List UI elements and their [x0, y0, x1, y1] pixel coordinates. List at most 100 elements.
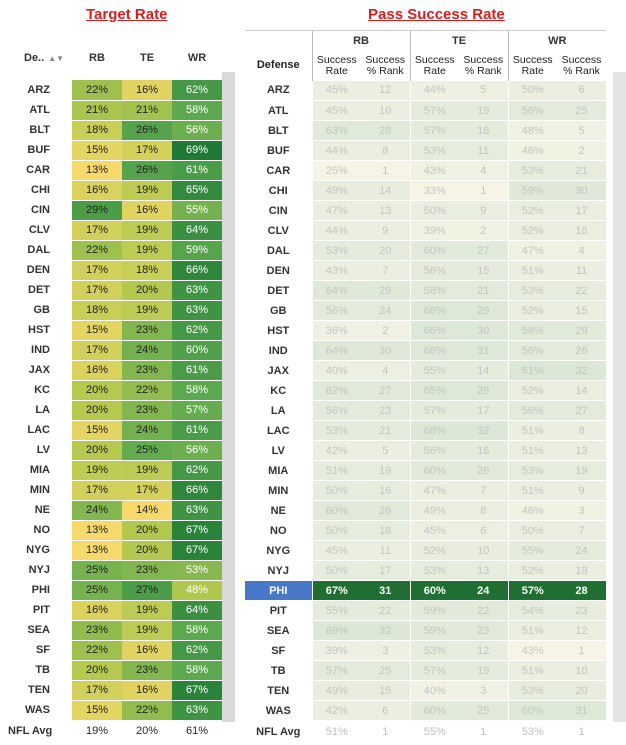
team-cell: DAL	[8, 240, 72, 261]
value-cell: 19%	[122, 600, 172, 621]
success-rank-cell: 4	[361, 360, 411, 381]
table-row: DET 17% 20% 63%	[8, 280, 222, 301]
success-rate-cell: 63%	[311, 120, 361, 141]
success-rank-cell: 23	[361, 400, 411, 421]
success-rank-cell: 12	[361, 80, 411, 101]
success-rank-cell: 32	[361, 620, 411, 641]
success-rate-cell: 49%	[311, 180, 361, 201]
value-cell: 17%	[122, 140, 172, 161]
table-row: SEA 23% 19% 58%	[8, 620, 222, 641]
success-rank-cell: 19	[361, 460, 411, 481]
team-cell: HST	[245, 320, 312, 341]
team-cell: CHI	[245, 180, 312, 201]
table-row: JAX 40% 4 55% 14 61% 32	[245, 360, 607, 381]
table-row: NO 13% 20% 67%	[8, 520, 222, 541]
success-rate-cell: 52%	[507, 220, 558, 241]
nfl-avg-row: NFL Avg 51% 1 55% 1 53% 1	[245, 720, 607, 743]
defense-column-header: Defense	[256, 59, 300, 71]
success-rate-cell: 46%	[507, 500, 558, 521]
value-cell: 29%	[72, 200, 122, 221]
success-rate-cell: 48%	[507, 120, 558, 141]
table-row: LA 20% 23% 57%	[8, 400, 222, 421]
success-rate-cell: 52%	[409, 540, 460, 561]
table-row: CAR 13% 26% 61%	[8, 160, 222, 181]
success-rate-cell: 51%	[507, 620, 558, 641]
table-row: ARZ 22% 16% 62%	[8, 80, 222, 101]
table-row: NE 60% 26 49% 8 46% 3	[245, 500, 607, 521]
value-cell: 61%	[172, 160, 222, 181]
success-rate-cell: 61%	[507, 360, 558, 381]
team-cell: JAX	[8, 360, 72, 381]
success-rank-cell: 22	[361, 600, 411, 621]
success-rank-cell: 19	[459, 100, 509, 121]
success-rank-cell: 29	[361, 280, 411, 301]
value-cell: 17%	[72, 260, 122, 281]
success-rank-cell: 8	[459, 500, 509, 521]
success-rank-cell: 9	[557, 480, 607, 501]
pass-success-title: Pass Success Rate	[368, 6, 505, 23]
success-rate-cell: 59%	[409, 600, 460, 621]
success-rate-cell: 51%	[507, 660, 558, 681]
success-rate-cell: 53%	[311, 420, 361, 441]
success-rank-cell: 6	[459, 520, 509, 541]
team-cell: CAR	[245, 160, 312, 181]
success-rate-cell: 68%	[409, 420, 460, 441]
success-rate-cell: 51%	[507, 420, 558, 441]
success-rank-cell: 23	[557, 600, 607, 621]
table-row: BUF 15% 17% 69%	[8, 140, 222, 161]
value-cell: 23%	[72, 620, 122, 641]
table-row: TEN 49% 15 40% 3 53% 20	[245, 680, 607, 701]
success-rank-cell: 12	[557, 620, 607, 641]
success-rate-cell: 55%	[507, 540, 558, 561]
team-cell: KC	[8, 380, 72, 401]
value-cell: 62%	[172, 640, 222, 661]
success-rate-cell: 53%	[507, 460, 558, 481]
success-rank-cell: 14	[459, 360, 509, 381]
success-rate-cell: 59%	[409, 620, 460, 641]
success-rank-cell: 1	[361, 160, 411, 181]
success-rank-cell: 30	[557, 180, 607, 201]
team-cell: CHI	[8, 180, 72, 201]
success-rank-header: Success% Rank	[365, 53, 406, 77]
success-rank-cell: 16	[459, 440, 509, 461]
value-cell: 17%	[72, 680, 122, 701]
table-row: WAS 15% 22% 63%	[8, 700, 222, 721]
value-cell: 56%	[172, 120, 222, 141]
value-cell: 24%	[122, 340, 172, 361]
value-cell: 67%	[172, 540, 222, 561]
team-cell: LAC	[245, 420, 312, 441]
success-rate-cell: 47%	[409, 480, 460, 501]
value-cell: 63%	[172, 500, 222, 521]
success-rank-cell: 1	[557, 640, 607, 661]
sort-icon[interactable]: ▲▼	[48, 54, 65, 63]
value-cell: 67%	[172, 520, 222, 541]
success-rank-cell: 8	[361, 140, 411, 161]
success-rate-cell: 50%	[311, 560, 361, 581]
success-rank-cell: 3	[557, 500, 607, 521]
value-cell: 16%	[122, 200, 172, 221]
success-rate-cell: 60%	[507, 700, 558, 721]
defense-column-header[interactable]: De.. ▲▼	[24, 52, 65, 64]
success-rank-cell: 11	[557, 260, 607, 281]
table-row: CIN 29% 16% 55%	[8, 200, 222, 221]
success-rank-cell: 11	[459, 140, 509, 161]
success-rank-cell: 20	[557, 680, 607, 701]
pass-success-rows: ARZ 45% 12 44% 5 50% 6 ATL 45% 10 57% 19 56% 25 BLT 63%…	[245, 80, 607, 743]
team-cell: BUF	[8, 140, 72, 161]
success-rank-cell: 23	[459, 620, 509, 641]
success-rate-cell: 43%	[409, 160, 460, 181]
success-rank-cell: 24	[459, 580, 509, 601]
success-rate-cell: 60%	[409, 240, 460, 261]
success-rank-cell: 26	[459, 460, 509, 481]
success-rank-cell: 5	[459, 80, 509, 101]
value-cell: 18%	[122, 260, 172, 281]
team-cell: NE	[245, 500, 312, 521]
value-cell: 19%	[72, 719, 122, 742]
value-cell: 19%	[122, 240, 172, 261]
value-cell: 24%	[122, 420, 172, 441]
success-rate-cell: 53%	[507, 720, 558, 743]
team-cell: LV	[245, 440, 312, 461]
table-row: KC 62% 27 65% 28 52% 14	[245, 380, 607, 401]
value-cell: 20%	[72, 660, 122, 681]
team-cell: LAC	[8, 420, 72, 441]
